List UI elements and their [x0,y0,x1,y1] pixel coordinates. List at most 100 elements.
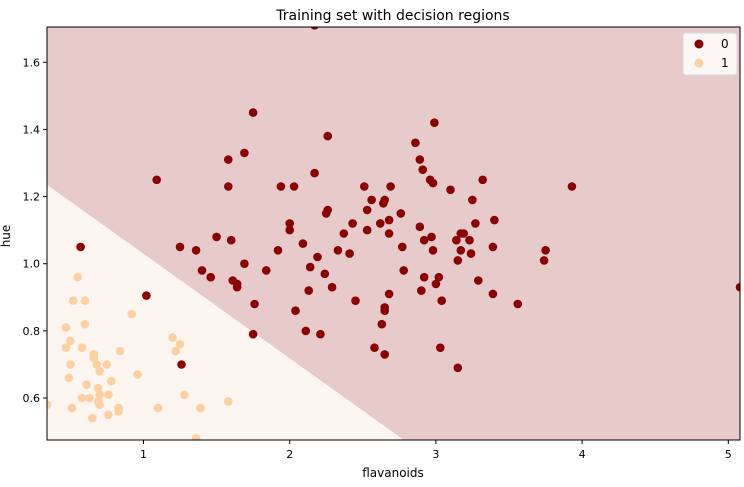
data-point-class-1 [107,376,116,386]
data-point-class-0 [240,148,249,158]
data-point-class-0 [240,259,249,269]
x-axis: 1 2 3 4 5 [140,440,732,461]
y-axis: 0.6 0.8 1.0 1.2 1.4 1.6 [23,56,47,405]
decision-region-class-0 [47,27,740,440]
data-point-class-0 [348,219,357,228]
data-point-class-0 [177,360,186,369]
data-point-class-0 [398,242,407,252]
data-point-class-0 [419,272,429,282]
data-point-class-1 [168,333,177,342]
data-point-class-0 [276,182,286,191]
legend: 0 1 [682,32,738,76]
data-point-class-1 [47,400,52,409]
data-point-class-1 [69,296,78,306]
data-point-class-0 [418,165,428,174]
data-point-class-0 [285,219,295,228]
data-point-class-0 [384,215,394,225]
data-point-class-0 [320,269,330,279]
y-tick-label: 1.6 [23,56,41,69]
data-point-class-0 [333,246,343,255]
data-point-class-0 [380,306,390,316]
data-point-class-1 [92,360,101,369]
x-tick-label: 1 [140,448,147,461]
data-point-class-1 [64,373,74,383]
data-point-class-0 [478,175,488,185]
y-tick-label: 0.6 [23,392,41,405]
x-tick-label: 3 [432,448,439,461]
data-point-class-0 [367,195,376,205]
data-point-class-1 [115,346,125,356]
data-point-class-0 [351,296,360,306]
data-point-class-1 [114,407,123,416]
data-point-class-1 [171,346,180,356]
data-point-class-0 [142,291,151,300]
data-point-class-1 [67,403,77,413]
data-point-class-0 [248,108,258,117]
data-point-class-0 [152,175,161,185]
data-point-class-0 [446,185,455,195]
data-point-class-1 [104,410,113,420]
x-tick-label: 5 [725,448,732,461]
data-point-class-0 [453,256,463,265]
data-point-class-0 [384,289,394,299]
x-axis-label: flavanoids [362,466,424,480]
data-point-class-0 [490,215,499,225]
data-point-class-0 [323,131,333,141]
data-point-class-0 [226,235,236,245]
legend-marker-0 [694,39,704,49]
data-point-class-0 [191,246,201,255]
data-point-class-1 [80,319,90,329]
data-point-class-0 [466,249,476,258]
y-tick-label: 1.2 [23,191,41,204]
data-point-class-0 [456,246,466,255]
data-point-class-0 [304,286,314,295]
data-point-class-0 [310,27,319,30]
data-point-class-0 [248,329,258,339]
data-point-class-0 [250,299,259,309]
scatter-points [47,27,740,440]
data-point-class-0 [488,289,498,299]
y-tick-label: 0.8 [23,325,41,338]
x-tick-label: 2 [286,448,293,461]
data-point-class-0 [206,272,215,282]
data-point-class-0 [323,205,333,215]
data-point-class-0 [197,266,207,275]
data-point-class-0 [285,225,295,235]
data-point-class-0 [465,235,474,245]
data-point-class-0 [396,209,406,218]
y-tick-label: 1.4 [23,123,41,136]
data-point-class-0 [452,235,461,245]
data-point-class-1 [77,393,87,403]
data-point-class-0 [567,182,577,191]
data-point-class-0 [380,195,390,205]
data-point-class-0 [301,326,311,336]
data-point-class-0 [459,229,469,238]
data-point-class-0 [539,256,549,265]
data-point-class-0 [428,246,438,255]
data-point-class-0 [305,262,315,272]
data-point-class-0 [399,266,409,275]
data-point-class-0 [262,266,271,275]
data-point-class-0 [430,118,439,127]
data-point-class-1 [66,360,75,369]
data-point-class-1 [89,353,99,363]
x-tick-label: 4 [579,448,586,461]
data-point-class-0 [362,205,372,215]
data-point-class-0 [175,242,185,252]
legend-box [682,32,738,76]
data-point-class-0 [436,343,445,353]
data-point-class-0 [376,219,385,228]
data-point-class-1 [127,309,137,319]
data-point-class-0 [298,239,308,248]
data-point-class-0 [541,246,550,255]
data-point-class-0 [384,229,394,238]
data-point-class-0 [415,155,425,164]
data-point-class-1 [180,390,189,400]
data-point-class-1 [95,390,104,400]
data-point-class-1 [66,336,75,346]
data-point-class-1 [73,272,82,282]
data-point-class-0 [513,299,523,309]
data-point-class-1 [93,383,103,393]
data-point-class-1 [61,323,71,332]
